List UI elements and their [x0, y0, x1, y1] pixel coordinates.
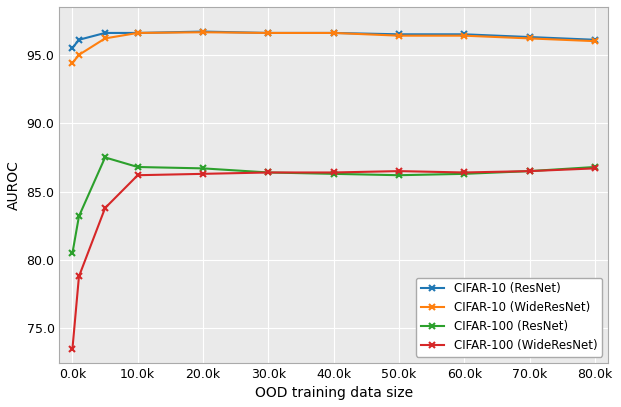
CIFAR-10 (ResNet) [199, 29, 207, 34]
CIFAR-10 (ResNet) [591, 37, 599, 42]
CIFAR-10 (ResNet) [134, 31, 142, 35]
CIFAR-100 (ResNet) [199, 166, 207, 171]
CIFAR-100 (ResNet) [591, 164, 599, 169]
CIFAR-100 (WideResNet) [526, 168, 533, 173]
CIFAR-100 (WideResNet) [199, 171, 207, 176]
CIFAR-10 (WideResNet) [395, 33, 402, 38]
CIFAR-100 (WideResNet) [69, 346, 76, 351]
CIFAR-10 (WideResNet) [591, 39, 599, 44]
CIFAR-10 (ResNet) [265, 31, 272, 35]
CIFAR-10 (ResNet) [75, 37, 83, 42]
CIFAR-10 (ResNet) [330, 31, 337, 35]
CIFAR-10 (WideResNet) [199, 30, 207, 35]
Legend: CIFAR-10 (ResNet), CIFAR-10 (WideResNet), CIFAR-100 (ResNet), CIFAR-100 (WideRes: CIFAR-10 (ResNet), CIFAR-10 (WideResNet)… [416, 278, 602, 357]
CIFAR-100 (WideResNet) [75, 274, 83, 279]
CIFAR-100 (ResNet) [461, 171, 468, 176]
CIFAR-10 (ResNet) [395, 32, 402, 37]
CIFAR-100 (WideResNet) [134, 173, 142, 178]
Line: CIFAR-100 (ResNet): CIFAR-100 (ResNet) [69, 154, 598, 257]
CIFAR-10 (WideResNet) [101, 36, 109, 41]
CIFAR-10 (WideResNet) [330, 31, 337, 35]
CIFAR-10 (WideResNet) [134, 31, 142, 35]
CIFAR-10 (WideResNet) [265, 31, 272, 35]
Y-axis label: AUROC: AUROC [7, 160, 21, 210]
CIFAR-100 (ResNet) [75, 214, 83, 219]
CIFAR-100 (ResNet) [330, 171, 337, 176]
CIFAR-100 (WideResNet) [591, 166, 599, 171]
CIFAR-100 (WideResNet) [330, 170, 337, 175]
CIFAR-100 (ResNet) [395, 173, 402, 178]
CIFAR-100 (ResNet) [69, 251, 76, 256]
Line: CIFAR-100 (WideResNet): CIFAR-100 (WideResNet) [69, 165, 598, 352]
CIFAR-10 (WideResNet) [69, 61, 76, 66]
CIFAR-10 (WideResNet) [461, 33, 468, 38]
CIFAR-100 (WideResNet) [461, 170, 468, 175]
CIFAR-100 (WideResNet) [395, 168, 402, 173]
CIFAR-100 (ResNet) [265, 170, 272, 175]
CIFAR-100 (ResNet) [101, 155, 109, 160]
Line: CIFAR-10 (WideResNet): CIFAR-10 (WideResNet) [69, 29, 598, 66]
CIFAR-100 (WideResNet) [265, 170, 272, 175]
CIFAR-10 (ResNet) [101, 31, 109, 35]
Line: CIFAR-10 (ResNet): CIFAR-10 (ResNet) [69, 28, 598, 51]
CIFAR-100 (ResNet) [134, 164, 142, 169]
CIFAR-100 (WideResNet) [101, 206, 109, 210]
CIFAR-10 (WideResNet) [75, 53, 83, 57]
CIFAR-10 (ResNet) [526, 35, 533, 39]
CIFAR-10 (WideResNet) [526, 36, 533, 41]
X-axis label: OOD training data size: OOD training data size [255, 386, 413, 400]
CIFAR-100 (ResNet) [526, 168, 533, 173]
CIFAR-10 (ResNet) [69, 46, 76, 50]
CIFAR-10 (ResNet) [461, 32, 468, 37]
